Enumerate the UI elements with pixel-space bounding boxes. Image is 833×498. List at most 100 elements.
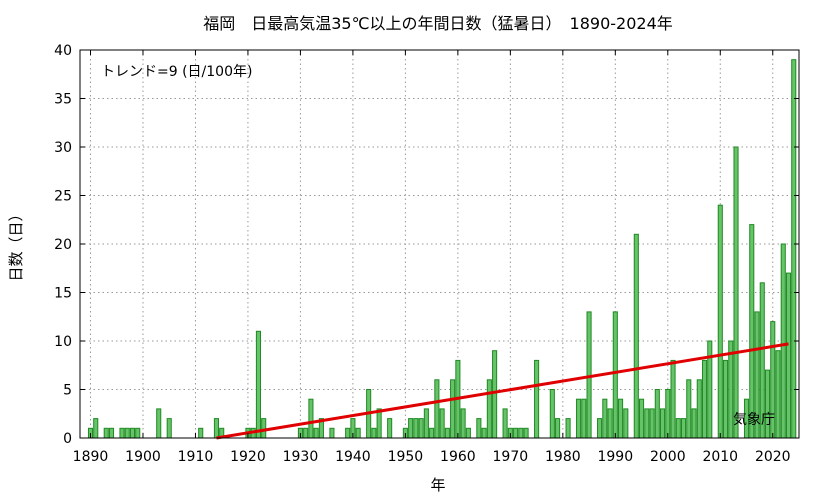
bar: [261, 418, 267, 439]
bar: [198, 427, 204, 439]
x-tick-label: 1960: [440, 449, 476, 465]
bar: [581, 398, 587, 439]
bar: [639, 398, 645, 439]
bar: [749, 224, 755, 439]
chart-title: 福岡 日最高気温35℃以上の年間日数（猛暑日） 1890-2024年: [203, 14, 673, 33]
y-tick-label: 10: [54, 334, 72, 350]
bar: [670, 359, 676, 439]
bar: [612, 311, 618, 439]
x-tick-label: 2020: [755, 449, 791, 465]
y-tick-label: 15: [54, 286, 72, 302]
bar: [371, 427, 377, 439]
bar: [313, 427, 319, 439]
bar: [602, 398, 608, 439]
bar: [549, 389, 555, 439]
bar: [450, 379, 456, 439]
y-tick-label: 25: [54, 189, 72, 205]
bar: [691, 408, 697, 439]
bar: [355, 427, 361, 439]
bar: [345, 427, 351, 439]
bar: [791, 59, 797, 439]
x-tick-label: 1920: [230, 449, 266, 465]
y-axis-label: 日数（日）: [7, 206, 25, 281]
x-tick-label: 1990: [597, 449, 633, 465]
bar: [686, 379, 692, 439]
bar: [423, 408, 429, 439]
bar: [780, 243, 786, 439]
bar: [644, 408, 650, 439]
bar: [156, 408, 162, 439]
credit-label: 気象庁: [733, 412, 775, 428]
bar: [418, 418, 424, 439]
y-tick-label: 0: [63, 431, 72, 447]
trend-line: [216, 342, 789, 440]
bar: [108, 427, 115, 439]
x-tick-label: 1950: [388, 449, 424, 465]
x-axis-label: 年: [430, 476, 445, 494]
bar: [665, 389, 671, 439]
bar: [607, 408, 613, 439]
bar: [633, 233, 639, 439]
bar: [308, 398, 314, 439]
bar: [376, 408, 382, 439]
bar: [93, 418, 99, 439]
bar: [413, 418, 419, 439]
bar: [565, 418, 571, 439]
bar: [255, 330, 261, 439]
x-ticks: 1890 1900 1910 1920 1930 1940 1950 1960 1970 1980…: [73, 50, 791, 465]
x-tick-label: 2010: [702, 449, 738, 465]
bar: [696, 379, 702, 439]
bar: [429, 427, 435, 439]
bar: [649, 408, 655, 439]
bar: [680, 418, 687, 439]
trend-annotation: トレンド=9 (日/100年): [101, 64, 252, 80]
x-tick-label: 1910: [178, 449, 214, 465]
bar: [785, 272, 792, 439]
bar: [434, 379, 440, 439]
bars: [87, 59, 797, 439]
y-tick-label: 30: [54, 140, 72, 156]
bar: [481, 427, 487, 439]
bar: [701, 359, 708, 439]
bar: [654, 389, 660, 439]
x-tick-label: 1970: [493, 449, 529, 465]
bar: [465, 427, 471, 439]
bar: [513, 427, 519, 439]
bar: [486, 379, 492, 439]
bar: [660, 408, 666, 439]
bar: [576, 398, 582, 439]
bar: [444, 427, 450, 439]
bar: [124, 427, 130, 439]
y-ticks: 0 5 10 15 20 25 30 35 40: [54, 43, 799, 447]
bar: [408, 418, 414, 439]
bar: [129, 427, 136, 439]
bar: [166, 418, 172, 439]
bar: [618, 398, 624, 439]
bar: [439, 408, 445, 439]
bar: [476, 418, 482, 439]
gridlines: [80, 50, 799, 438]
bar: [586, 311, 592, 439]
x-tick-label: 1900: [125, 449, 161, 465]
bar: [597, 418, 603, 439]
y-tick-label: 5: [63, 383, 72, 399]
bar: [119, 427, 125, 439]
bar: [213, 418, 219, 439]
bar: [534, 359, 540, 439]
bar: [733, 146, 739, 439]
bar: [518, 427, 524, 439]
x-tick-label: 1980: [545, 449, 581, 465]
x-tick-label: 1940: [335, 449, 371, 465]
bar: [675, 418, 681, 439]
y-tick-label: 40: [54, 43, 72, 59]
bar: [492, 350, 498, 439]
bar: [502, 408, 508, 439]
bar: [555, 418, 561, 439]
bar: [717, 204, 723, 439]
bar: [623, 408, 629, 439]
bar: [460, 408, 466, 439]
bar: [775, 350, 781, 439]
x-tick-label: 1930: [283, 449, 319, 465]
x-tick-label: 1890: [73, 449, 109, 465]
